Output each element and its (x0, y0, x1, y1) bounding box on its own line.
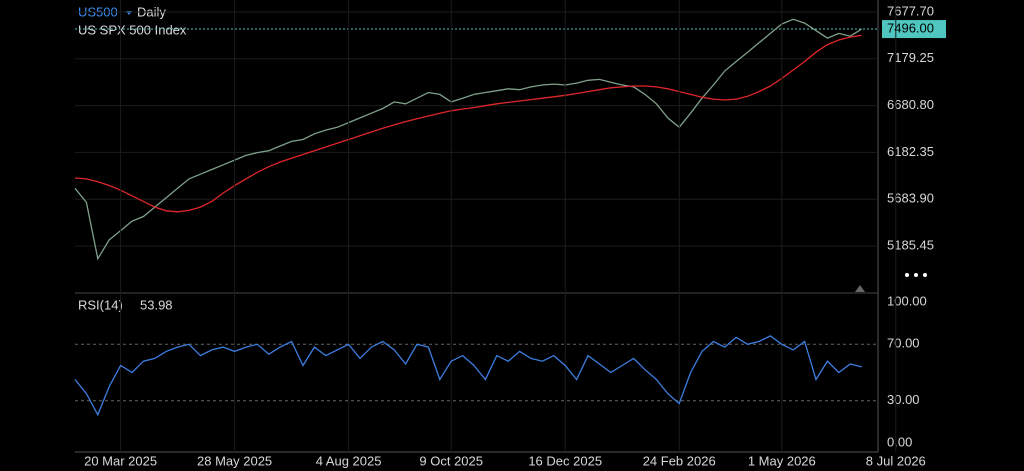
series-line (74, 335, 862, 417)
x-tick-label: 9 Oct 2025 (419, 453, 483, 468)
x-tick-label: 28 May 2025 (197, 453, 272, 468)
series-line (74, 34, 862, 213)
scroll-marker[interactable] (855, 285, 865, 292)
y-tick-label: 5683.90 (887, 191, 934, 206)
x-tick-label: 8 Jul 2026 (866, 453, 926, 468)
x-tick-label: 4 Aug 2025 (316, 453, 382, 468)
y-tick-label: 7677.70 (887, 3, 934, 18)
y-tick-label: 6182.35 (887, 144, 934, 159)
series-line (74, 18, 862, 261)
y-tick-label: 6680.80 (887, 97, 934, 112)
y-tick-label: 5185.45 (887, 237, 934, 252)
y-tick-label: 70.00 (887, 336, 920, 351)
y-tick-label: 30.00 (887, 392, 920, 407)
instrument-name: US SPX 500 Index (78, 22, 187, 37)
last-price-label: 7496.00 (887, 20, 934, 35)
last-price-tag (882, 20, 946, 39)
y-tick-label: 7179.25 (887, 50, 934, 65)
x-tick-label: 20 Mar 2025 (84, 453, 157, 468)
x-tick-label: 1 May 2026 (748, 453, 816, 468)
y-tick-label: 100.00 (887, 293, 927, 308)
x-tick-label: 24 Feb 2026 (643, 453, 716, 468)
more-options[interactable] (905, 273, 927, 277)
rsi-name: RSI(14) (78, 297, 123, 312)
y-tick-label: 0.00 (887, 434, 912, 449)
x-tick-label: 16 Dec 2025 (528, 453, 602, 468)
rsi-value: 53.98 (140, 297, 173, 312)
